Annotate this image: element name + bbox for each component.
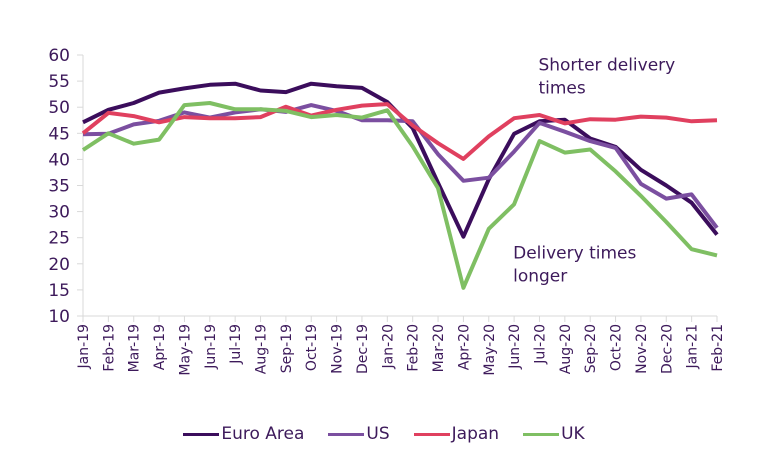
x-tick-label: Mar-19 xyxy=(127,324,143,372)
x-tick-label: Feb-19 xyxy=(101,324,117,372)
x-tick-label: Nov-19 xyxy=(330,324,346,374)
x-tick-label: Jan-21 xyxy=(685,324,701,369)
y-tick-label: 45 xyxy=(48,124,70,144)
y-tick-label: 20 xyxy=(48,255,70,275)
x-tick-label: Dec-19 xyxy=(355,324,371,374)
y-tick-label: 25 xyxy=(48,229,70,249)
series-line-japan xyxy=(81,102,718,161)
y-tick-label: 60 xyxy=(48,46,70,66)
annotation-text: Delivery times xyxy=(513,244,636,264)
x-tick-label: Mar-20 xyxy=(431,324,447,372)
legend-label: Euro Area xyxy=(221,424,305,444)
legend-swatch xyxy=(523,432,560,436)
x-tick-label: Aug-20 xyxy=(558,324,574,374)
y-tick-label: 35 xyxy=(48,177,70,197)
x-tick-label: Jul-19 xyxy=(228,324,244,365)
legend-swatch xyxy=(413,432,450,436)
chart-canvas: 10 15 20 25 30 35 40 45 50 55 60 Jan-19 Feb-19 Mar-19… xyxy=(48,46,726,376)
legend-label: Japan xyxy=(451,424,500,444)
series-line-us xyxy=(82,103,719,230)
legend-swatch xyxy=(328,432,365,436)
legend: Euro Area US Japan UK xyxy=(0,424,768,444)
axes: 10 15 20 25 30 35 40 45 50 55 60 Jan-19 Feb-19 Mar-19… xyxy=(48,46,726,376)
x-tick-label: Feb-20 xyxy=(406,324,422,372)
x-tick-label: Jan-19 xyxy=(76,324,92,369)
legend-item-euro-area: Euro Area xyxy=(183,424,304,444)
x-tick-label: Jun-19 xyxy=(203,324,219,370)
annotations: Shorter delivery times Delivery times longe… xyxy=(513,56,675,287)
annotation-text: Shorter delivery xyxy=(538,56,675,76)
x-tick-label: May-19 xyxy=(177,324,193,376)
y-tick-label: 50 xyxy=(48,98,70,118)
x-tick-label: Sep-20 xyxy=(583,324,599,373)
legend-item-japan: Japan xyxy=(413,424,500,444)
x-tick-label: Oct-20 xyxy=(609,324,625,371)
y-tick-label: 10 xyxy=(48,307,70,327)
series-lines xyxy=(81,81,719,290)
x-tick-label: Jul-20 xyxy=(532,324,548,365)
x-tick-label: Apr-19 xyxy=(152,324,168,370)
legend-swatch xyxy=(183,432,220,436)
y-tick-label: 55 xyxy=(48,72,70,92)
x-tick-label: Aug-19 xyxy=(254,324,270,374)
y-tick-label: 30 xyxy=(48,203,70,223)
series-line-uk xyxy=(81,101,718,290)
x-tick-label: Feb-21 xyxy=(710,324,726,372)
x-tick-label: Oct-19 xyxy=(304,324,320,371)
x-tick-label: Jun-20 xyxy=(507,324,523,370)
legend-label: US xyxy=(366,424,390,444)
x-tick-label: Sep-19 xyxy=(279,324,295,373)
x-tick-label: May-20 xyxy=(482,324,498,376)
annotation-text: longer xyxy=(513,267,567,287)
x-tick-label: Dec-20 xyxy=(659,324,675,374)
x-tick-label: Nov-20 xyxy=(634,324,650,374)
legend-item-uk: UK xyxy=(523,424,585,444)
y-tick-label: 15 xyxy=(48,281,70,301)
x-tick-label: Jan-20 xyxy=(380,324,396,369)
y-tick-label: 40 xyxy=(48,150,70,170)
legend-item-us: US xyxy=(328,424,390,444)
x-tick-label: Apr-20 xyxy=(456,324,472,370)
legend-label: UK xyxy=(561,424,585,444)
annotation-text: times xyxy=(538,79,585,99)
